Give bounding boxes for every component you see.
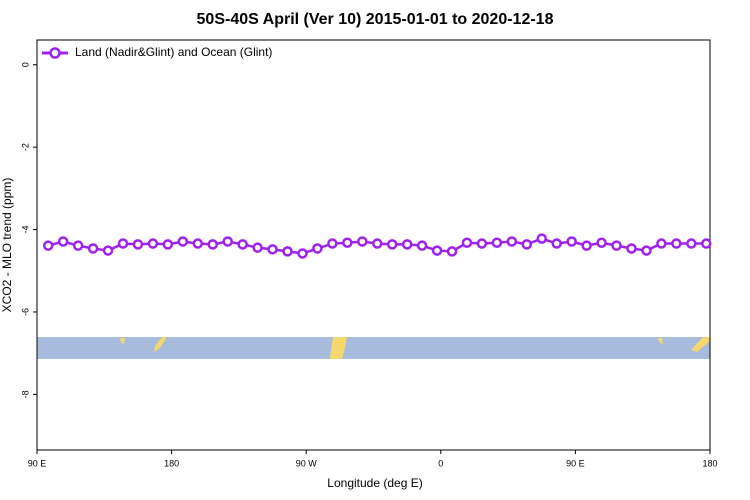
data-point — [446, 246, 458, 257]
land-patch — [120, 338, 125, 344]
data-point — [162, 239, 174, 250]
y-tick-label: -4 — [20, 226, 30, 234]
data-point — [267, 244, 278, 255]
legend-label: Land (Nadir&Glint) and Ocean (Glint) — [75, 45, 272, 59]
x-tick-label: 180 — [164, 458, 179, 468]
data-point — [132, 239, 144, 250]
data-point — [461, 237, 473, 248]
data-point — [536, 233, 547, 244]
data-point — [282, 246, 293, 257]
data-point — [386, 239, 398, 250]
data-point — [177, 236, 189, 247]
data-point — [491, 237, 503, 248]
x-axis-label: Longitude (deg E) — [327, 476, 422, 490]
land-patch — [330, 337, 347, 359]
x-tick-label: 90 E — [566, 458, 585, 468]
data-point — [297, 248, 308, 259]
chart-title: 50S-40S April (Ver 10) 2015-01-01 to 202… — [197, 11, 554, 28]
data-point — [431, 245, 443, 256]
data-point — [671, 238, 682, 249]
data-point — [476, 238, 488, 249]
data-point — [701, 238, 712, 249]
land-patch — [154, 337, 167, 352]
x-tick-label: 90 W — [296, 458, 318, 468]
ocean-band — [37, 337, 710, 359]
data-point — [342, 237, 353, 248]
data-point — [357, 236, 368, 247]
legend-marker — [49, 47, 61, 59]
data-point — [641, 245, 652, 256]
y-tick-label: 0 — [20, 62, 30, 67]
data-point — [42, 240, 54, 251]
y-axis-label: XCO2 - MLO trend (ppm) — [0, 178, 14, 313]
data-point — [626, 243, 637, 254]
data-point — [371, 238, 383, 249]
land-patch — [658, 338, 663, 344]
data-point — [327, 238, 338, 249]
y-tick-label: -6 — [20, 308, 30, 316]
y-tick-label: -8 — [20, 390, 30, 398]
data-point — [72, 240, 84, 251]
data-point — [686, 238, 697, 249]
legend: Land (Nadir&Glint) and Ocean (Glint) — [42, 45, 272, 59]
data-point — [222, 236, 233, 247]
data-point — [87, 243, 99, 254]
data-point — [416, 240, 428, 251]
data-point — [656, 238, 667, 249]
data-point — [566, 236, 577, 247]
data-point — [207, 239, 218, 250]
data-point — [237, 239, 248, 250]
data-point — [117, 238, 129, 249]
data-point — [401, 239, 413, 250]
data-point — [57, 236, 69, 247]
data-point — [147, 238, 159, 249]
data-point — [611, 240, 622, 251]
data-point — [506, 236, 518, 247]
data-point — [596, 237, 607, 248]
data-point — [192, 238, 204, 249]
land-patch — [691, 337, 710, 352]
x-tick-label: 0 — [438, 458, 443, 468]
data-point — [252, 242, 263, 253]
x-tick-label: 90 E — [28, 458, 47, 468]
data-point — [521, 239, 533, 250]
x-tick-label: 180 — [702, 458, 717, 468]
land-ocean-strip — [37, 337, 710, 359]
data-point — [551, 238, 562, 249]
y-tick-label: -2 — [20, 143, 30, 151]
data-point — [312, 243, 323, 254]
data-point — [581, 240, 592, 251]
data-point — [102, 245, 114, 256]
